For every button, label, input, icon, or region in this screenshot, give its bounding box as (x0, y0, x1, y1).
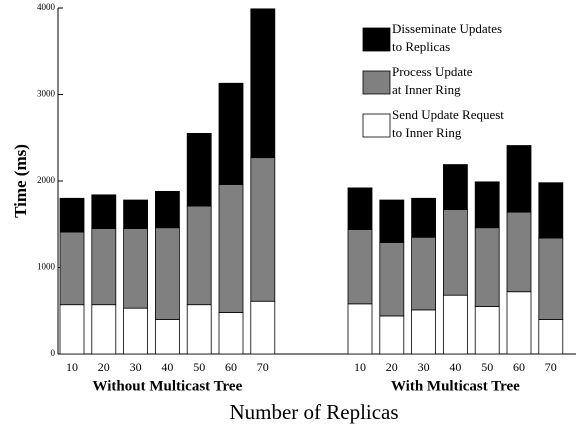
bar-segment (474, 181, 500, 229)
legend-label: to Inner Ring (392, 125, 462, 140)
x-tick-label: 70 (545, 360, 557, 374)
legend-swatch (362, 70, 391, 95)
legend-swatch (362, 27, 391, 52)
x-tick-label: 40 (161, 360, 173, 374)
bar-segment (379, 315, 405, 355)
bar-segment (347, 229, 373, 305)
bar-segment (91, 228, 117, 306)
bar-segment (506, 145, 532, 213)
bar-segment (59, 304, 85, 355)
bar-segment (154, 318, 180, 355)
x-tick-label: 10 (66, 360, 78, 374)
bar-segment (379, 199, 405, 243)
bar-segment (250, 8, 276, 159)
bar-segment (506, 291, 532, 355)
bar-segment (538, 237, 564, 320)
bar-segment (411, 197, 437, 238)
bar-segment (442, 209, 468, 296)
x-tick-label: 20 (98, 360, 110, 374)
x-tick-label: 30 (418, 360, 430, 374)
bar-segment (411, 236, 437, 311)
bar-segment (218, 184, 244, 313)
y-tick-label: 1000 (37, 262, 56, 272)
y-tick-label: 2000 (37, 175, 56, 185)
bar-segment (186, 205, 212, 306)
bar-segment (442, 164, 468, 210)
y-tick-label: 3000 (37, 89, 56, 99)
legend-label: Disseminate Updates (392, 21, 502, 36)
bar-segment (59, 231, 85, 306)
bar-segment (123, 199, 148, 229)
x-tick-label: 50 (193, 360, 205, 374)
bar-segment (91, 304, 117, 355)
y-tick-label: 4000 (37, 2, 56, 12)
bar-segment (411, 309, 437, 355)
bar-segment (538, 182, 564, 239)
bar-segment (250, 157, 276, 302)
legend-label: Send Update Request (392, 107, 504, 122)
x-tick-label: 10 (354, 360, 366, 374)
bar-segment (186, 304, 212, 355)
x-tick-label: 60 (225, 360, 237, 374)
group-label: With Multicast Tree (391, 378, 520, 394)
group-label: Without Multicast Tree (93, 378, 243, 394)
x-tick-label: 70 (257, 360, 269, 374)
bar-segment (474, 227, 500, 307)
bar-segment (154, 227, 180, 320)
bar-segment (474, 306, 500, 355)
legend-swatch (362, 113, 391, 138)
y-axis-label: Time (ms) (11, 144, 30, 218)
bar-segment (347, 303, 373, 355)
bar-segment (186, 133, 212, 207)
bar-segment (218, 82, 244, 185)
bar-segment (442, 294, 468, 355)
bar-segment (154, 190, 180, 229)
bar-segment (123, 228, 148, 309)
bar-segment (347, 187, 373, 230)
x-axis-label: Number of Replicas (229, 400, 398, 424)
x-tick-label: 40 (449, 360, 461, 374)
x-tick-label: 60 (513, 360, 525, 374)
bar-segment (538, 318, 564, 355)
bar-segment (91, 194, 117, 229)
legend-label: at Inner Ring (392, 82, 461, 97)
bar-segment (250, 300, 276, 355)
legend-label: Process Update (392, 64, 473, 79)
bar-segment (379, 242, 405, 317)
legend-label: to Replicas (392, 39, 450, 54)
x-tick-label: 20 (386, 360, 398, 374)
x-tick-label: 50 (481, 360, 493, 374)
bar-segment (506, 211, 532, 293)
bar-segment (218, 312, 244, 355)
x-tick-label: 30 (130, 360, 142, 374)
bar-segment (59, 197, 85, 233)
bar-segment (123, 307, 148, 355)
y-tick-label: 0 (51, 348, 56, 358)
